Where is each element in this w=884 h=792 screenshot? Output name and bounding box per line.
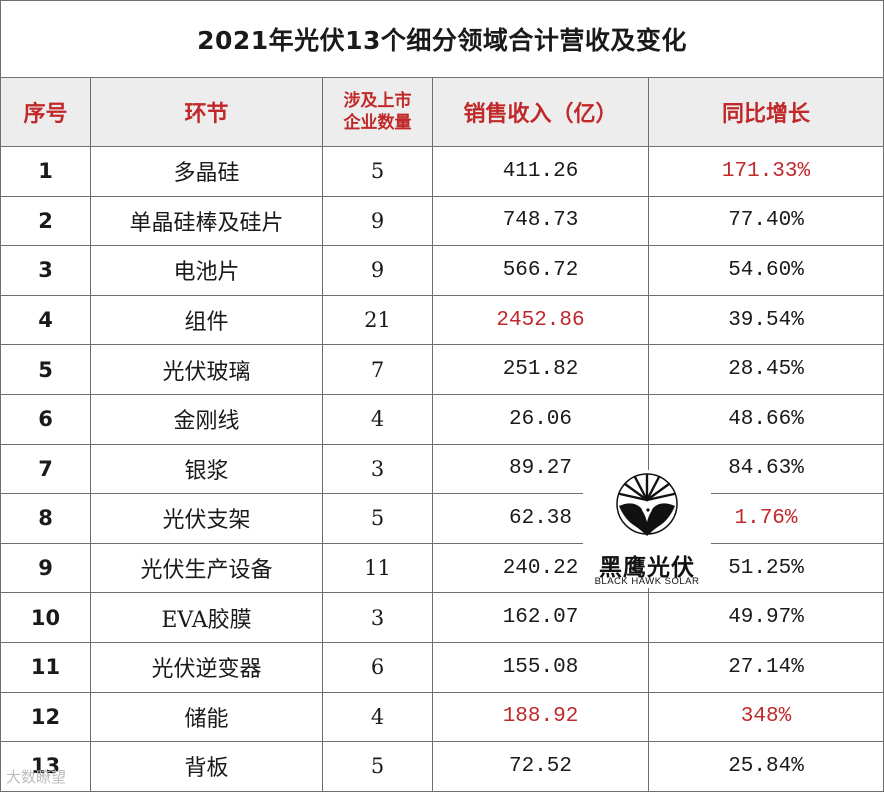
cell-no: 13 xyxy=(0,741,91,792)
header-revenue: 销售收入（亿） xyxy=(432,77,649,147)
cell-no: 4 xyxy=(0,294,91,346)
cell-no: 7 xyxy=(0,443,91,495)
table-row: 5 光伏玻璃 7 251.82 28.45% xyxy=(0,344,884,395)
cell-count: 3 xyxy=(322,443,433,495)
cell-yoy: 54.60% xyxy=(647,245,884,296)
header-count: 涉及上市 企业数量 xyxy=(322,77,433,147)
cell-no: 3 xyxy=(0,245,91,296)
hawk-emblem-icon xyxy=(616,473,678,536)
cell-segment: 银浆 xyxy=(90,443,323,495)
cell-revenue: 72.52 xyxy=(432,741,649,792)
cell-revenue: 411.26 xyxy=(432,146,649,197)
cell-count: 9 xyxy=(322,245,433,296)
cell-no: 12 xyxy=(0,691,91,743)
cell-segment: 光伏玻璃 xyxy=(90,344,323,395)
header-yoy: 同比增长 xyxy=(647,77,884,147)
cell-segment: 单晶硅棒及硅片 xyxy=(90,195,323,247)
cell-segment: 多晶硅 xyxy=(90,146,323,197)
cell-no: 11 xyxy=(0,641,91,693)
watermark-text: 大数瞭望 xyxy=(6,768,67,786)
cell-count: 6 xyxy=(322,641,433,693)
cell-count: 5 xyxy=(322,493,433,544)
table-row: 6 金刚线 4 26.06 48.66% xyxy=(0,393,884,445)
cell-no: 5 xyxy=(0,344,91,395)
cell-yoy: 27.14% xyxy=(647,641,884,693)
cell-segment: 光伏支架 xyxy=(90,493,323,544)
cell-revenue: 188.92 xyxy=(432,691,649,743)
table-row: 3 电池片 9 566.72 54.60% xyxy=(0,245,884,296)
cell-revenue: 251.82 xyxy=(432,344,649,395)
cell-yoy: 48.66% xyxy=(647,393,884,445)
cell-no: 10 xyxy=(0,592,91,643)
cell-count: 4 xyxy=(322,393,433,445)
cell-no: 9 xyxy=(0,542,91,594)
cell-revenue: 2452.86 xyxy=(432,294,649,346)
table-row: 1 多晶硅 5 411.26 171.33% xyxy=(0,146,884,197)
cell-segment: 组件 xyxy=(90,294,323,346)
cell-yoy: 39.54% xyxy=(647,294,884,346)
cell-count: 11 xyxy=(322,542,433,594)
cell-yoy: 25.84% xyxy=(647,741,884,792)
cell-yoy: 28.45% xyxy=(647,344,884,395)
table-row: 9 光伏生产设备 11 240.22 51.25% xyxy=(0,542,884,594)
cell-yoy: 49.97% xyxy=(647,592,884,643)
cell-segment: EVA胶膜 xyxy=(90,592,323,643)
table-row: 2 单晶硅棒及硅片 9 748.73 77.40% xyxy=(0,195,884,247)
header-row: 序号 环节 涉及上市 企业数量 销售收入（亿） 同比增长 xyxy=(0,77,884,147)
cell-yoy: 171.33% xyxy=(647,146,884,197)
header-segment: 环节 xyxy=(90,77,323,147)
table-row: 12 储能 4 188.92 348% xyxy=(0,691,884,743)
header-no: 序号 xyxy=(0,77,91,147)
table-row: 8 光伏支架 5 62.38 1.76% xyxy=(0,493,884,544)
cell-count: 9 xyxy=(322,195,433,247)
cell-revenue: 155.08 xyxy=(432,641,649,693)
cell-segment: 光伏生产设备 xyxy=(90,542,323,594)
table-row: 7 银浆 3 89.27 84.63% xyxy=(0,443,884,495)
cell-count: 5 xyxy=(322,146,433,197)
cell-yoy: 77.40% xyxy=(647,195,884,247)
header-count-line1: 涉及上市 xyxy=(343,91,412,111)
cell-count: 21 xyxy=(322,294,433,346)
cell-count: 7 xyxy=(322,344,433,395)
cell-segment: 金刚线 xyxy=(90,393,323,445)
cell-no: 2 xyxy=(0,195,91,247)
cell-revenue: 566.72 xyxy=(432,245,649,296)
cell-segment: 背板 xyxy=(90,741,323,792)
cell-no: 1 xyxy=(0,146,91,197)
header-count-line2: 企业数量 xyxy=(343,113,412,133)
black-hawk-solar-logo: 黑鹰光伏 BLACK HAWK SOLAR xyxy=(583,470,711,588)
cell-no: 6 xyxy=(0,393,91,445)
cell-segment: 光伏逆变器 xyxy=(90,641,323,693)
table-row: 10 EVA胶膜 3 162.07 49.97% xyxy=(0,592,884,643)
cell-segment: 电池片 xyxy=(90,245,323,296)
cell-count: 4 xyxy=(322,691,433,743)
cell-segment: 储能 xyxy=(90,691,323,743)
table-row: 13 背板 5 72.52 25.84% xyxy=(0,741,884,792)
cell-no: 8 xyxy=(0,493,91,544)
logo-name-cn: 黑鹰光伏 xyxy=(599,555,695,581)
logo-name-en: BLACK HAWK SOLAR xyxy=(594,576,700,587)
cell-revenue: 26.06 xyxy=(432,393,649,445)
cell-revenue: 748.73 xyxy=(432,195,649,247)
table-row: 11 光伏逆变器 6 155.08 27.14% xyxy=(0,641,884,693)
cell-revenue: 162.07 xyxy=(432,592,649,643)
table-row: 4 组件 21 2452.86 39.54% xyxy=(0,294,884,346)
cell-count: 5 xyxy=(322,741,433,792)
cell-yoy: 348% xyxy=(647,691,884,743)
cell-count: 3 xyxy=(322,592,433,643)
table-title: 2021年光伏13个细分领域合计营收及变化 xyxy=(0,0,884,78)
